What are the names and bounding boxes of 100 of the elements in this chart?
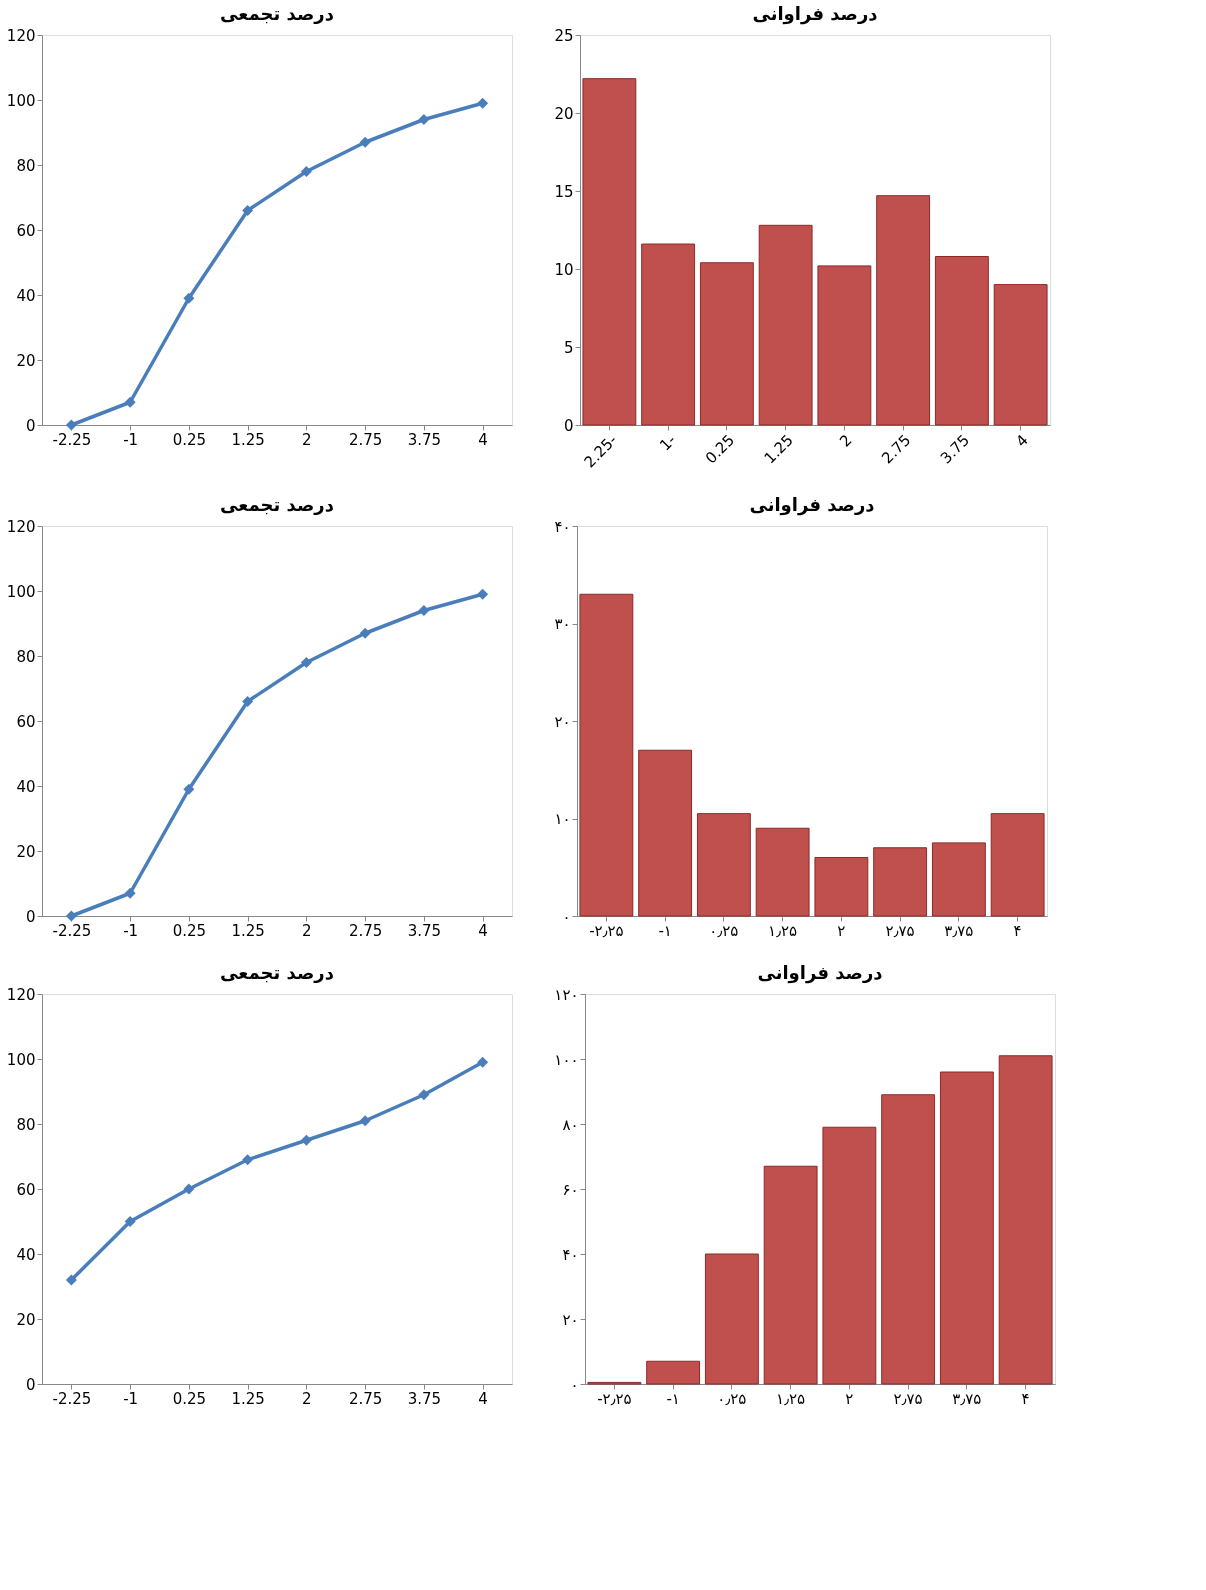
x-tick-label: ۱٫۲۵: [768, 921, 798, 940]
x-tick-label: 3.75: [407, 921, 442, 940]
x-tick-label: -1: [123, 921, 139, 940]
x-tick-label: ۳٫۷۵: [944, 921, 974, 940]
x-tick-label: ۲٫۷۵: [893, 1389, 923, 1408]
bar: [755, 827, 810, 917]
x-tick-label: ۲: [845, 1389, 854, 1408]
point: [300, 166, 312, 177]
y-tick-label: 120: [6, 517, 36, 536]
point: [300, 1134, 312, 1146]
bar: [814, 857, 869, 917]
y-tick-label: ۲۰: [554, 712, 571, 731]
x-tick-label: 0.25: [172, 430, 207, 449]
bar: [638, 749, 693, 917]
y-tick-label: 120: [6, 985, 36, 1004]
bar: [931, 842, 986, 917]
x-tick-label: -۱: [666, 1389, 680, 1408]
y-tick-label: 10: [554, 260, 574, 279]
x-tick-label: 4: [1012, 431, 1032, 451]
x-tick-label: -2.25: [52, 921, 92, 940]
chart-title: درصد فراوانی: [757, 962, 883, 984]
bar: [763, 1165, 818, 1385]
bar: [939, 1071, 994, 1385]
y-tick-label: 80: [16, 156, 36, 175]
point: [124, 396, 136, 408]
x-tick-label: ۳٫۷۵: [952, 1389, 982, 1408]
bar: [704, 1253, 759, 1385]
point: [242, 1154, 254, 1166]
x-tick-label: 2.75: [348, 430, 383, 449]
y-tick-label: 20: [16, 1310, 36, 1329]
point: [359, 627, 371, 639]
point: [183, 783, 195, 795]
chart-title: درصد فراوانی: [749, 494, 875, 516]
point: [359, 1115, 371, 1127]
point: [183, 1183, 195, 1195]
x-tick-label: -۲٫۲۵: [597, 1389, 632, 1408]
x-tick-label: 2: [302, 1389, 312, 1408]
y-tick-label: ۴۰: [562, 1245, 579, 1264]
y-tick-label: 15: [554, 182, 574, 201]
bar: [993, 284, 1048, 426]
bar: [699, 262, 754, 426]
bar: [817, 265, 872, 426]
chart-title: درصد فراوانی: [752, 3, 878, 25]
point: [183, 292, 195, 304]
y-tick-label: 100: [6, 1050, 36, 1069]
y-tick-label: ۱۰۰: [554, 1050, 579, 1069]
bar: [934, 256, 989, 426]
y-tick-label: 100: [6, 91, 36, 110]
point: [418, 1089, 430, 1101]
x-tick-label: 3.75: [407, 430, 442, 449]
point: [477, 97, 489, 109]
x-tick-label: ۲: [837, 921, 846, 940]
x-tick-label: 1.25: [231, 430, 265, 449]
x-tick-label: -۱: [658, 921, 672, 940]
x-tick-label: ۴: [1021, 1389, 1030, 1408]
x-tick-label: 2.75: [348, 921, 383, 940]
y-tick-label: 25: [554, 26, 574, 45]
x-tick-label: ۱٫۲۵: [776, 1389, 806, 1408]
y-tick-label: 0: [25, 907, 36, 926]
y-tick-label: ۰: [562, 907, 571, 926]
bar: [641, 243, 696, 426]
point: [418, 114, 430, 125]
point: [65, 419, 77, 431]
point: [300, 657, 312, 668]
bar: [646, 1360, 701, 1385]
bar: [998, 1055, 1053, 1385]
chart-title: درصد تجمعی: [220, 3, 334, 24]
x-tick-label: -1: [123, 1389, 139, 1408]
x-tick-label: 1.25: [231, 1389, 265, 1408]
x-tick-label: ۰٫۲۵: [709, 921, 739, 940]
y-tick-label: 0: [25, 416, 36, 435]
point: [242, 205, 254, 216]
bar: [990, 813, 1045, 917]
point: [124, 1216, 136, 1227]
y-tick-label: 100: [6, 582, 36, 601]
point: [65, 910, 77, 922]
x-tick-label: ۲٫۷۵: [885, 921, 915, 940]
bar: [881, 1094, 936, 1385]
y-tick-label: 80: [16, 1115, 36, 1134]
x-tick-label: -1: [123, 430, 139, 449]
y-tick-label: 60: [16, 712, 36, 731]
x-tick-label: 0.25: [172, 921, 207, 940]
y-tick-label: 5: [563, 338, 574, 357]
x-tick-label: -2.25: [52, 1389, 92, 1408]
x-tick-label: 2: [302, 430, 312, 449]
bar: [579, 593, 634, 917]
x-tick-label: 0.25: [172, 1389, 207, 1408]
y-tick-label: 40: [16, 777, 36, 796]
x-tick-label: ۰٫۲۵: [717, 1389, 747, 1408]
y-tick-label: ۱۲۰: [554, 985, 579, 1004]
bar: [582, 78, 637, 426]
x-tick-label: 2.75: [348, 1389, 383, 1408]
point: [477, 588, 489, 600]
y-tick-label: 20: [16, 842, 36, 861]
y-tick-label: 40: [16, 1245, 36, 1264]
y-tick-label: ۶۰: [562, 1180, 579, 1199]
bar: [822, 1126, 877, 1385]
x-tick-label: 4: [478, 1389, 488, 1408]
y-tick-label: 20: [16, 351, 36, 370]
point: [477, 1056, 489, 1068]
